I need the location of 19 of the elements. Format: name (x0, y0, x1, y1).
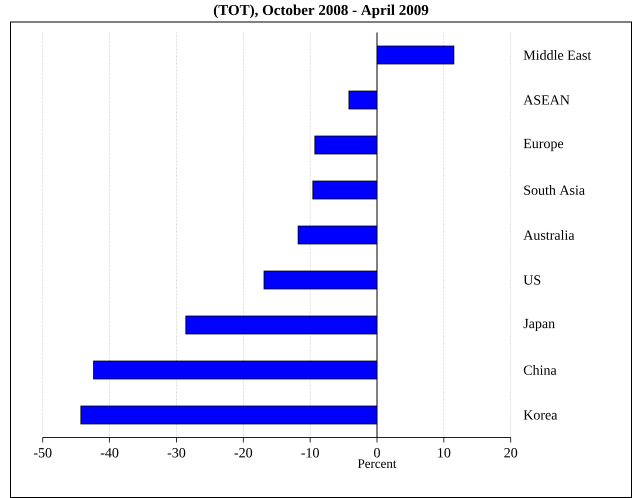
x-tick-label: -50 (34, 448, 52, 458)
x-axis-title: Percent (358, 459, 396, 468)
y-tick-label: Japan (524, 318, 555, 332)
x-tick-label: -40 (100, 448, 118, 458)
y-tick-label: Middle East (524, 50, 592, 60)
y-tick-label: South Asia (524, 185, 585, 195)
y-tick-label: ASEAN (523, 95, 570, 105)
y-tick-label: US (524, 275, 540, 285)
chart-title: (TOT), October 2008 - April 2009 (214, 4, 428, 18)
y-tick-label: Korea (524, 410, 558, 420)
x-tick-label: 20 (504, 448, 518, 458)
y-tick-label: China (524, 365, 556, 375)
y-tick-label: Europe (524, 138, 564, 152)
x-tick-label: -20 (234, 448, 252, 458)
x-tick-label: -10 (301, 448, 319, 458)
x-tick-label: 0 (374, 448, 380, 458)
y-tick-label: Australia (523, 230, 574, 240)
x-tick-label: 10 (438, 448, 450, 458)
x-tick-label: -30 (168, 448, 186, 458)
